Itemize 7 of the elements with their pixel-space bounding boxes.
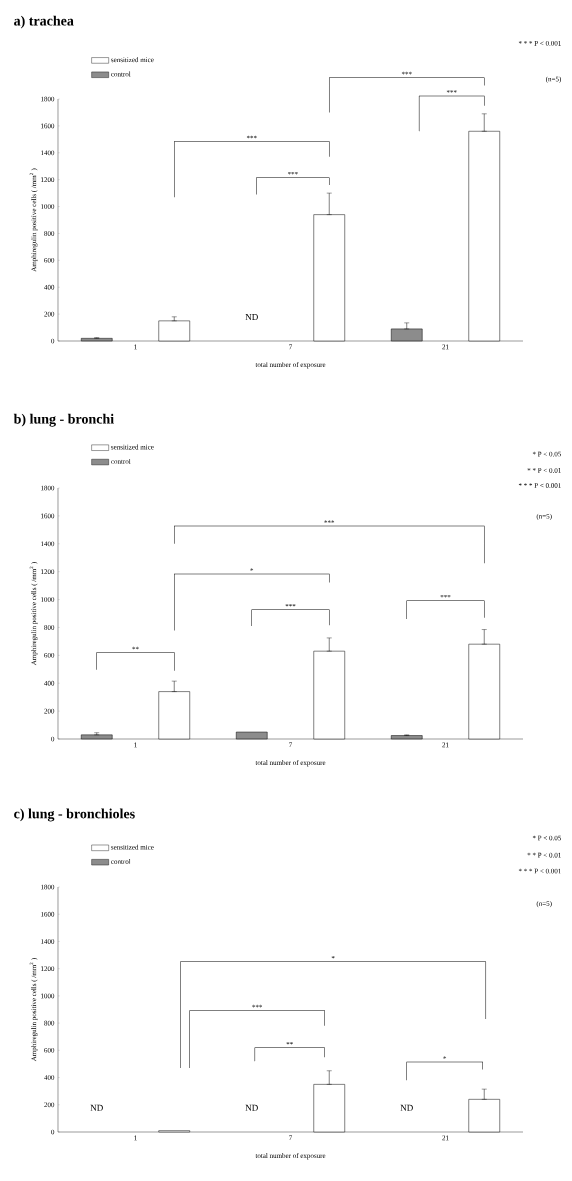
annotation: ND: [245, 1104, 258, 1111]
annotation: ND: [400, 1104, 413, 1111]
annotation: ND: [90, 1104, 103, 1111]
chart-title: a) trachea: [14, 15, 74, 29]
chart-title: c) lung - bronchioles: [14, 808, 135, 822]
annotation: ND: [245, 314, 258, 320]
chart-title: b) lung - bronchi: [13, 413, 114, 427]
